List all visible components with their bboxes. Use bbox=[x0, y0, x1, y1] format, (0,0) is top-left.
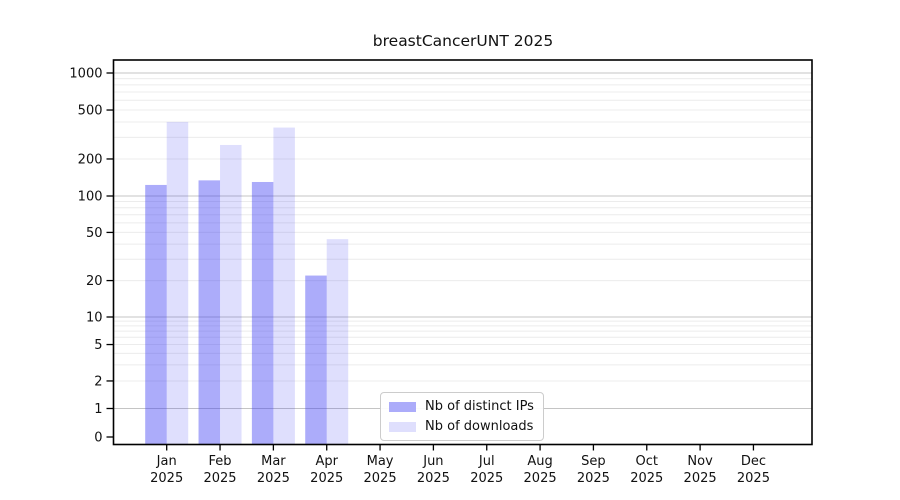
x-tick-label-jun: Jun 2025 bbox=[417, 454, 450, 486]
x-tick-label-feb: Feb 2025 bbox=[203, 454, 236, 486]
bar-downloads-jan bbox=[166, 121, 189, 445]
y-tick-label: 1 bbox=[94, 402, 102, 417]
legend-label-downloads: Nb of downloads bbox=[425, 419, 534, 434]
x-tick-label-oct: Oct 2025 bbox=[630, 454, 663, 486]
legend-item-downloads: Nb of downloads bbox=[389, 419, 535, 434]
bar-downloads-mar bbox=[273, 127, 295, 445]
y-tick-label: 50 bbox=[86, 226, 103, 241]
bar-distinct-ips-mar bbox=[251, 181, 274, 445]
x-tick-label-apr: Apr 2025 bbox=[310, 454, 343, 486]
legend-swatch-distinct-ips bbox=[389, 401, 416, 412]
x-tick-label-sep: Sep 2025 bbox=[577, 454, 610, 486]
bar-distinct-ips-feb bbox=[198, 180, 221, 445]
legend: Nb of distinct IPs Nb of downloads bbox=[380, 392, 544, 441]
x-tick-label-dec: Dec 2025 bbox=[737, 454, 770, 486]
x-tick-label-jul: Jul 2025 bbox=[470, 454, 503, 486]
chart-title: breastCancerUNT 2025 bbox=[372, 32, 554, 50]
x-tick-label-jan: Jan 2025 bbox=[150, 454, 183, 486]
bar-downloads-apr bbox=[326, 239, 349, 445]
legend-swatch-downloads bbox=[389, 421, 416, 432]
x-tick-label-aug: Aug 2025 bbox=[524, 454, 557, 486]
y-tick-label: 10 bbox=[86, 311, 103, 326]
y-tick-label: 100 bbox=[78, 190, 103, 205]
y-tick-label: 1000 bbox=[69, 67, 102, 82]
bar-distinct-ips-apr bbox=[305, 275, 327, 445]
axes-spines bbox=[112, 59, 813, 446]
y-tick-label: 2 bbox=[94, 374, 102, 389]
legend-item-distinct-ips: Nb of distinct IPs bbox=[389, 399, 535, 414]
x-tick-label-mar: Mar 2025 bbox=[257, 454, 290, 486]
bar-distinct-ips-jan bbox=[145, 184, 167, 445]
bar-downloads-feb bbox=[220, 144, 242, 445]
x-tick-label-may: May 2025 bbox=[364, 454, 397, 486]
y-tick-label: 20 bbox=[86, 274, 103, 289]
y-tick-label: 500 bbox=[78, 104, 103, 119]
y-tick-label: 5 bbox=[94, 338, 102, 353]
y-tick-label: 200 bbox=[78, 152, 103, 167]
legend-label-distinct-ips: Nb of distinct IPs bbox=[425, 399, 534, 414]
x-tick-label-nov: Nov 2025 bbox=[684, 454, 717, 486]
y-tick-label: 0 bbox=[94, 431, 102, 446]
